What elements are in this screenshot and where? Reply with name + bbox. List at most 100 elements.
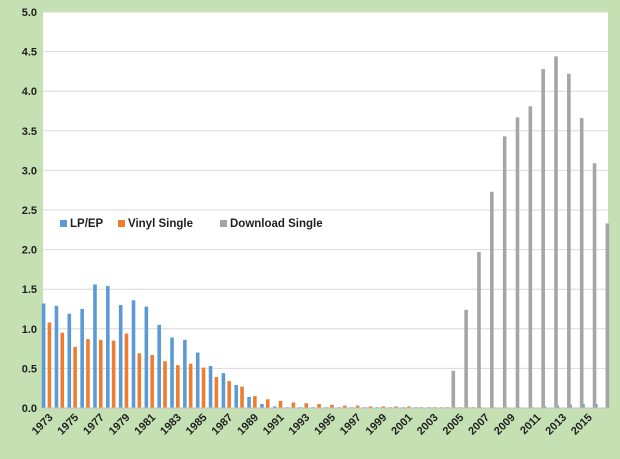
legend-label: Vinyl Single — [128, 218, 193, 230]
bar — [98, 339, 103, 408]
bar — [176, 365, 180, 408]
bar — [567, 73, 571, 408]
bar — [381, 406, 386, 408]
bar — [490, 191, 494, 408]
bar — [342, 405, 347, 408]
x-tick-label: 1975 — [55, 412, 81, 438]
y-tick-label: 0.0 — [22, 403, 37, 415]
bar — [528, 106, 533, 408]
bar — [170, 337, 174, 408]
bar — [304, 403, 309, 408]
bar — [221, 373, 226, 408]
y-tick-label: 4.5 — [22, 47, 37, 59]
legend-label: Download Single — [230, 218, 323, 230]
x-tick-label: 2001 — [389, 412, 415, 438]
bar — [451, 370, 456, 408]
bar — [214, 377, 219, 408]
bar — [157, 324, 161, 408]
bar — [579, 118, 584, 408]
x-tick-label: 1979 — [107, 412, 133, 438]
x-tick-label: 1977 — [81, 412, 107, 438]
bar — [106, 286, 110, 408]
bar — [131, 300, 136, 408]
legend-item: Vinyl Single — [118, 218, 193, 230]
y-tick-label: 3.5 — [22, 126, 37, 138]
x-tick-label: 2003 — [415, 412, 441, 438]
x-tick-label: 2007 — [466, 412, 492, 438]
x-tick-label: 1981 — [132, 412, 158, 438]
bar — [201, 367, 206, 408]
bar — [240, 386, 244, 408]
legend-label: LP/EP — [70, 218, 104, 230]
x-tick-label: 1973 — [30, 412, 56, 438]
bar — [150, 354, 154, 408]
bar — [60, 332, 65, 408]
x-tick-label: 2009 — [492, 412, 518, 438]
x-tick-label: 2015 — [569, 412, 595, 438]
x-tick-label: 1993 — [287, 412, 313, 438]
bar — [278, 400, 283, 408]
x-tick-label: 2005 — [441, 412, 467, 438]
x-tick-label: 2011 — [518, 412, 543, 437]
bar — [73, 347, 77, 408]
bar — [464, 309, 468, 408]
y-tick-label: 1.0 — [22, 324, 37, 336]
bar — [541, 69, 545, 409]
legend-swatch — [220, 220, 227, 227]
legend-item: LP/EP — [60, 218, 104, 230]
bar — [47, 322, 52, 408]
bar — [67, 313, 72, 408]
bar — [86, 339, 90, 408]
bar — [368, 406, 373, 408]
bar — [260, 404, 264, 408]
x-tick-label: 1987 — [210, 412, 236, 438]
bar — [605, 223, 610, 408]
legend-swatch — [118, 220, 125, 227]
y-tick-label: 2.5 — [22, 205, 37, 217]
bar — [111, 340, 116, 408]
x-tick-label: 1995 — [312, 412, 338, 438]
bar — [183, 339, 187, 408]
bar — [118, 305, 123, 408]
series-download-single — [451, 56, 610, 409]
bar — [137, 353, 142, 408]
bar — [144, 306, 149, 408]
bar — [355, 405, 360, 408]
bar — [592, 163, 597, 408]
bar — [234, 385, 239, 408]
y-tick-label: 3.0 — [22, 165, 37, 177]
x-tick-label: 1997 — [338, 412, 364, 438]
bar — [502, 136, 507, 408]
x-tick-label: 1991 — [261, 412, 287, 438]
bar — [41, 303, 46, 408]
x-tick-label: 1985 — [184, 412, 210, 438]
legend-swatch — [60, 220, 67, 227]
x-tick-label: 1999 — [364, 412, 390, 438]
bar — [477, 251, 481, 408]
bar — [247, 396, 251, 408]
bar — [80, 309, 84, 408]
bar — [554, 56, 558, 408]
bar — [394, 406, 398, 408]
bar — [253, 396, 257, 408]
bars — [41, 56, 610, 409]
bar — [227, 381, 231, 408]
bar — [515, 117, 520, 408]
bar — [265, 399, 270, 408]
series-vinyl-single — [47, 322, 475, 408]
bar — [195, 352, 200, 408]
bar — [54, 305, 59, 408]
y-tick-label: 5.0 — [22, 7, 37, 19]
x-tick-label: 1989 — [235, 412, 261, 438]
legend: LP/EP Vinyl Single Download Single — [60, 218, 323, 230]
bar — [188, 363, 193, 408]
gridlines — [43, 11, 608, 369]
legend-item: Download Single — [220, 218, 323, 230]
bar — [93, 284, 97, 408]
bar — [317, 404, 321, 408]
bar — [163, 361, 167, 408]
x-tick-label: 2013 — [543, 412, 569, 438]
y-tick-label: 1.5 — [22, 284, 37, 296]
